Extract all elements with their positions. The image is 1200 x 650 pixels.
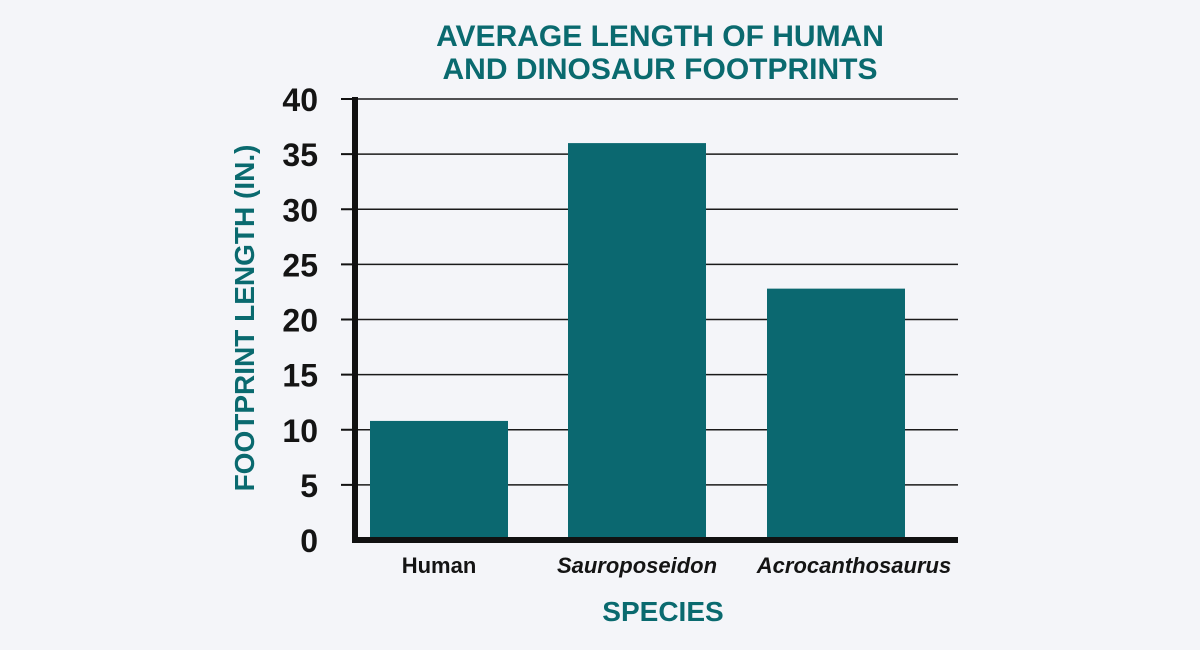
y-tick-label-25: 25 <box>282 247 318 283</box>
chart-title-line-2: AND DINOSAUR FOOTPRINTS <box>443 53 878 86</box>
axes <box>341 97 958 543</box>
y-tick-label-30: 30 <box>282 192 318 228</box>
bar-acrocanthosaurus <box>767 288 905 540</box>
chart-title: AVERAGE LENGTH OF HUMAN AND DINOSAUR FOO… <box>436 20 884 86</box>
y-tick-label-15: 15 <box>282 358 318 394</box>
x-axis-label: SPECIES <box>602 596 723 627</box>
y-tick-label-40: 40 <box>282 82 318 118</box>
y-tick-label-20: 20 <box>282 303 318 339</box>
x-tick-label-human: Human <box>402 553 477 578</box>
y-tick-label-35: 35 <box>282 137 318 173</box>
y-tick-label-5: 5 <box>300 468 318 504</box>
x-tick-label-sauroposeidon: Sauroposeidon <box>557 553 717 578</box>
y-axis-label: FOOTPRINT LENGTH (IN.) <box>229 145 260 492</box>
chart-title-line-1: AVERAGE LENGTH OF HUMAN <box>436 20 884 53</box>
bar-sauroposeidon <box>568 143 706 540</box>
y-tick-labels: 0 5 10 15 20 25 30 35 40 <box>282 82 318 559</box>
y-tick-label-0: 0 <box>300 523 318 559</box>
bar-human <box>370 420 508 540</box>
bars <box>370 143 905 540</box>
x-tick-label-acrocanthosaurus: Acrocanthosaurus <box>756 553 951 578</box>
y-tick-label-10: 10 <box>282 413 318 449</box>
x-tick-labels: Human Sauroposeidon Acrocanthosaurus <box>402 553 951 578</box>
